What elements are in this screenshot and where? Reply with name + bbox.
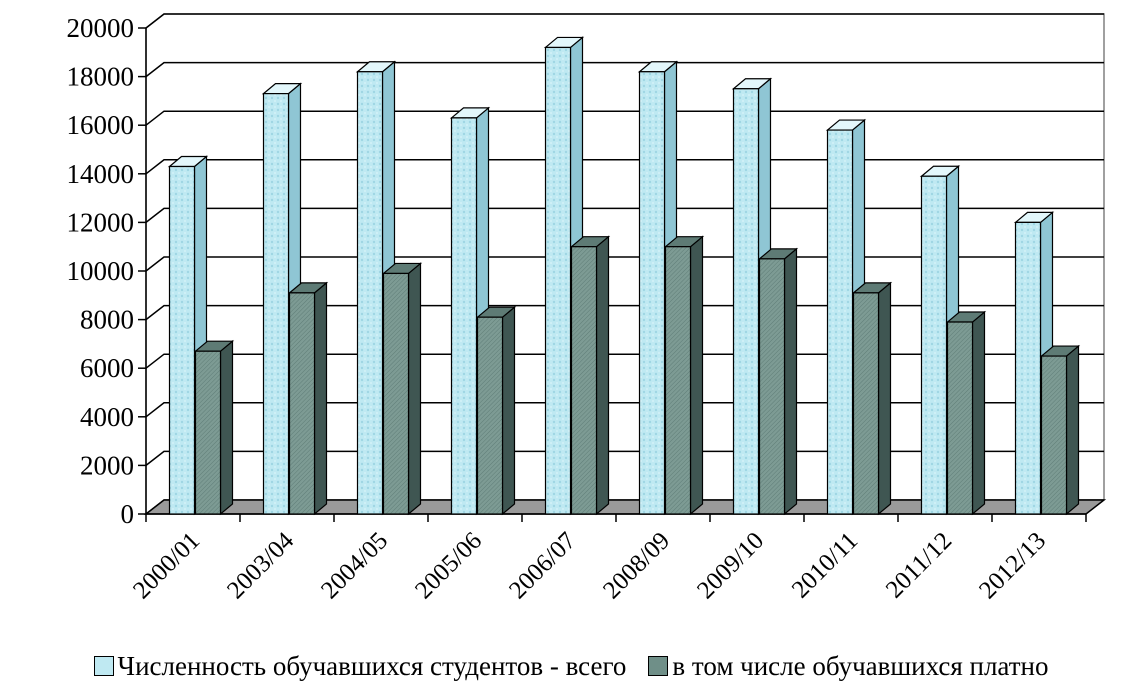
legend-item-paid: в том числе обучавшихся платно bbox=[648, 651, 1048, 682]
bars-layer bbox=[167, 36, 1081, 516]
bar-front bbox=[476, 316, 504, 515]
legend-label-paid: в том числе обучавшихся платно bbox=[672, 650, 1049, 681]
x-tick-label: 2012/13 bbox=[974, 527, 1051, 604]
bar-front bbox=[544, 46, 572, 515]
y-tick-label: 4000 bbox=[80, 402, 134, 432]
legend-swatch-total bbox=[93, 656, 114, 676]
y-tick-label: 16000 bbox=[67, 110, 135, 140]
bar-chart: 0 2000 4000 6000 8000 10000 12000 14000 16000 180… bbox=[67, 13, 1107, 604]
x-tick-label: 2008/09 bbox=[598, 527, 675, 604]
bar-front bbox=[356, 71, 384, 515]
bar-front bbox=[570, 246, 598, 515]
x-tick-label: 2000/01 bbox=[128, 527, 205, 604]
gridline bbox=[145, 61, 1104, 78]
bar-paid-2011/12 bbox=[945, 310, 987, 516]
x-tick-label: 2005/06 bbox=[410, 527, 487, 604]
bar-paid-2003/04 bbox=[287, 281, 329, 516]
legend-swatch-paid bbox=[648, 656, 669, 676]
bar-front bbox=[732, 88, 760, 515]
gridline bbox=[145, 159, 1104, 175]
bar-front bbox=[262, 93, 290, 515]
bar-front bbox=[638, 71, 666, 515]
bar-paid-2008/09 bbox=[663, 235, 705, 516]
legend-label-total: Численность обучавшихся студентов - всег… bbox=[117, 650, 627, 681]
gridline bbox=[145, 207, 1104, 223]
bar-front bbox=[288, 292, 316, 515]
y-tick-label: 8000 bbox=[80, 305, 134, 335]
x-tick-label: 2009/10 bbox=[692, 527, 769, 604]
bar-side bbox=[783, 247, 798, 516]
bar-side bbox=[219, 339, 234, 516]
bar-paid-2004/05 bbox=[381, 262, 423, 516]
x-tick-label: 2003/04 bbox=[222, 527, 299, 604]
bar-front bbox=[168, 165, 196, 515]
bar-front bbox=[920, 175, 948, 515]
y-tick-label: 18000 bbox=[67, 62, 135, 92]
bar-front bbox=[758, 258, 786, 515]
bar-side bbox=[313, 281, 328, 516]
bar-front bbox=[826, 129, 854, 515]
y-tick-label: 10000 bbox=[67, 256, 135, 286]
x-tick-label: 2010/11 bbox=[787, 527, 863, 603]
bar-paid-2000/01 bbox=[193, 339, 235, 516]
bar-paid-2005/06 bbox=[475, 305, 517, 516]
bar-side bbox=[501, 305, 516, 516]
bar-front bbox=[664, 246, 692, 515]
bar-side bbox=[407, 262, 422, 516]
bar-paid-2009/10 bbox=[757, 247, 799, 516]
bar-paid-2010/11 bbox=[851, 281, 893, 516]
bar-paid-2006/07 bbox=[569, 235, 611, 516]
bar-side bbox=[595, 235, 610, 516]
legend: Численность обучавшихся студентов - всег… bbox=[0, 648, 1142, 684]
y-tick-label: 14000 bbox=[67, 159, 135, 189]
bar-side bbox=[1065, 344, 1080, 516]
bar-side bbox=[689, 235, 704, 516]
bar-side bbox=[971, 310, 986, 516]
y-tick-label: 0 bbox=[121, 499, 135, 529]
x-tick-label: 2006/07 bbox=[504, 527, 581, 604]
bar-front bbox=[1040, 355, 1068, 515]
bar-front bbox=[450, 117, 478, 515]
x-tick-label: 2004/05 bbox=[316, 527, 393, 604]
bar-front bbox=[382, 272, 410, 515]
bar-front bbox=[946, 321, 974, 515]
y-tick-label: 2000 bbox=[80, 450, 134, 480]
legend-item-total: Численность обучавшихся студентов - всег… bbox=[93, 650, 627, 682]
bar-front bbox=[852, 292, 880, 515]
x-tick-label: 2011/12 bbox=[881, 527, 957, 603]
y-tick-label: 12000 bbox=[67, 207, 135, 237]
y-tick-label: 6000 bbox=[80, 353, 134, 383]
bar-paid-2012/13 bbox=[1039, 344, 1081, 516]
bar-front bbox=[194, 350, 222, 515]
bar-front bbox=[1014, 221, 1042, 515]
gridline bbox=[145, 110, 1104, 126]
y-tick-label: 20000 bbox=[67, 13, 135, 43]
gridline bbox=[145, 13, 1104, 29]
bar-side bbox=[877, 281, 892, 516]
